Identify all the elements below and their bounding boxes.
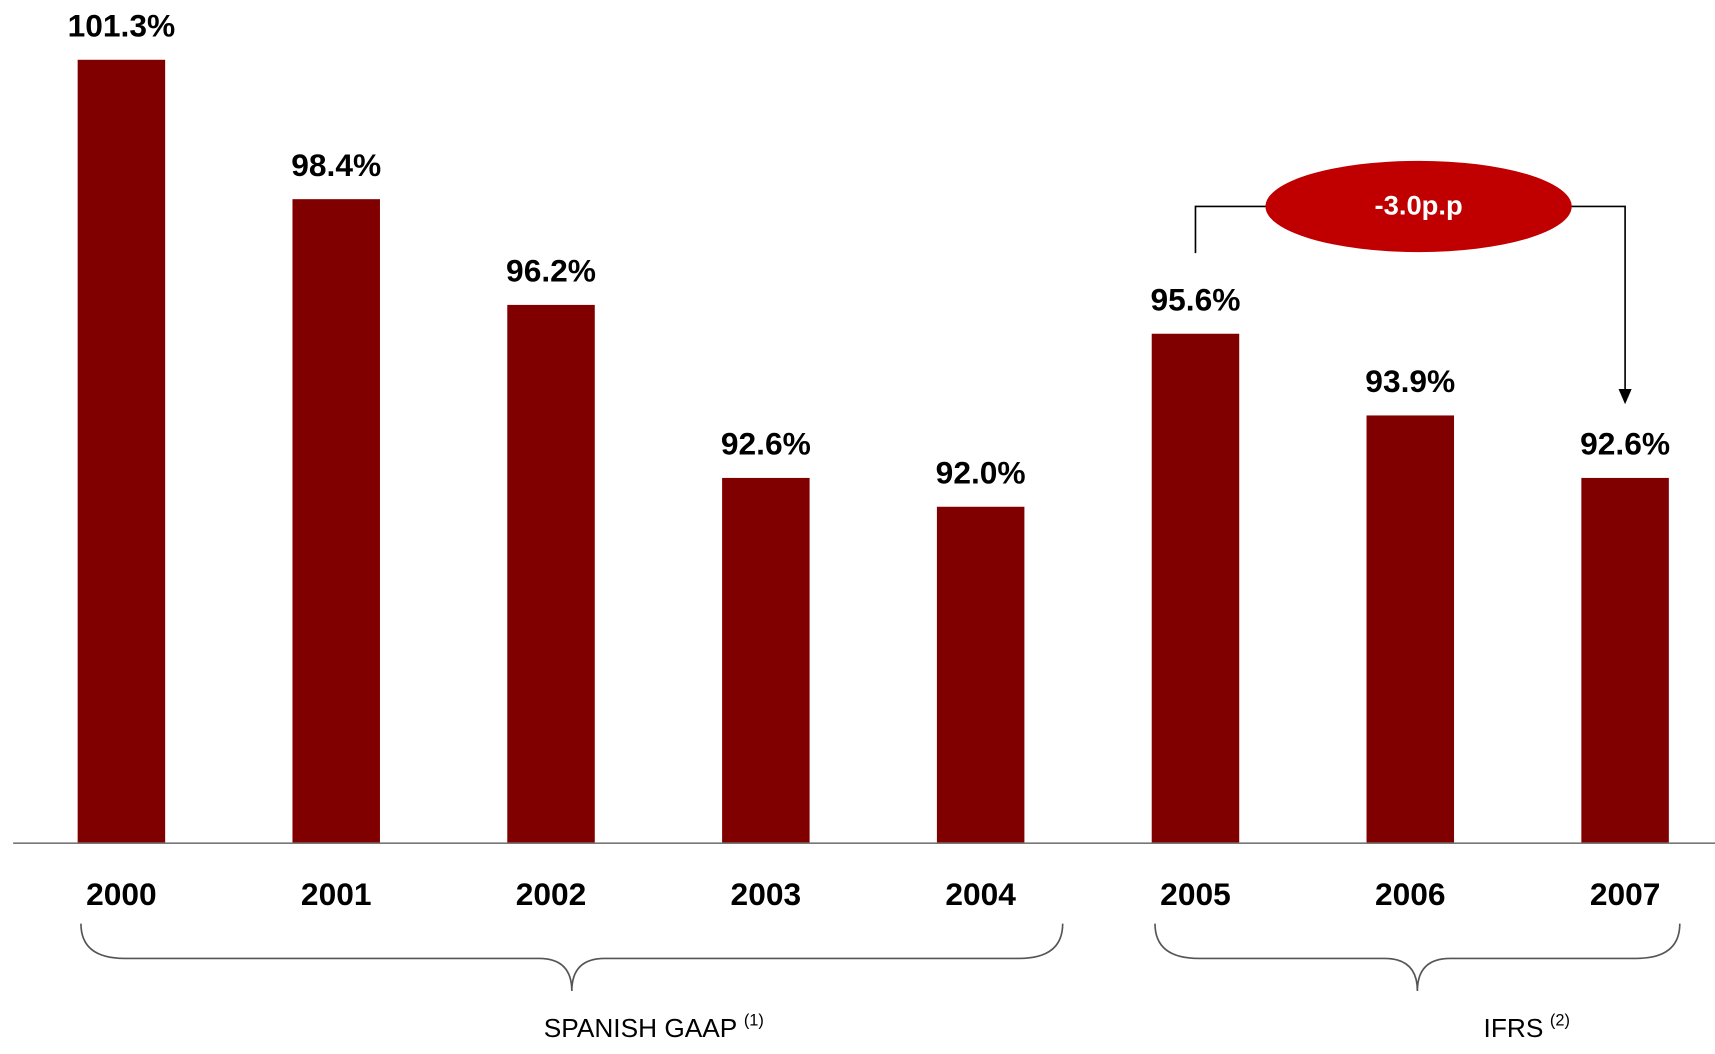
bracket	[1194, 205, 1626, 392]
value-label: 92.6%	[1580, 426, 1670, 462]
value-label: 92.0%	[936, 455, 1026, 491]
arrow-head	[1618, 389, 1632, 405]
group-note: (2)	[1550, 1012, 1570, 1030]
value-label: 96.2%	[506, 253, 596, 289]
annotation-bubble	[1265, 160, 1572, 253]
bar	[1366, 415, 1455, 844]
x-tick-label: 2001	[301, 876, 372, 912]
annotation: -3.0p.p	[1375, 190, 1463, 221]
value-label: 98.4%	[291, 147, 381, 183]
value-label: 92.6%	[721, 426, 811, 462]
bar	[1581, 477, 1669, 844]
group-name: SPANISH GAAP	[544, 1013, 737, 1043]
x-tick-label: 2002	[516, 876, 587, 912]
bar	[292, 199, 380, 844]
bar	[507, 304, 595, 844]
value-label: 95.6%	[1151, 282, 1241, 318]
bar	[77, 59, 166, 844]
x-tick-label: 2003	[731, 876, 802, 912]
x-tick-label: 2005	[1160, 876, 1231, 912]
bar	[722, 477, 810, 844]
group-name: IFRS	[1484, 1013, 1544, 1043]
group-label: SPANISH GAAP (1)	[544, 1012, 764, 1043]
x-tick-label: 2007	[1590, 876, 1661, 912]
value-label: 101.3%	[68, 8, 176, 44]
group-label: IFRS (2)	[1484, 1012, 1570, 1043]
bar	[936, 506, 1025, 844]
x-tick-label: 2006	[1375, 876, 1446, 912]
value-label: 93.9%	[1365, 363, 1455, 399]
bar	[1151, 333, 1240, 844]
group-brace	[1154, 923, 1681, 991]
group-brace	[80, 923, 1064, 991]
group-note: (1)	[744, 1012, 764, 1030]
x-tick-label: 2004	[945, 876, 1016, 912]
x-tick-label: 2000	[86, 876, 157, 912]
